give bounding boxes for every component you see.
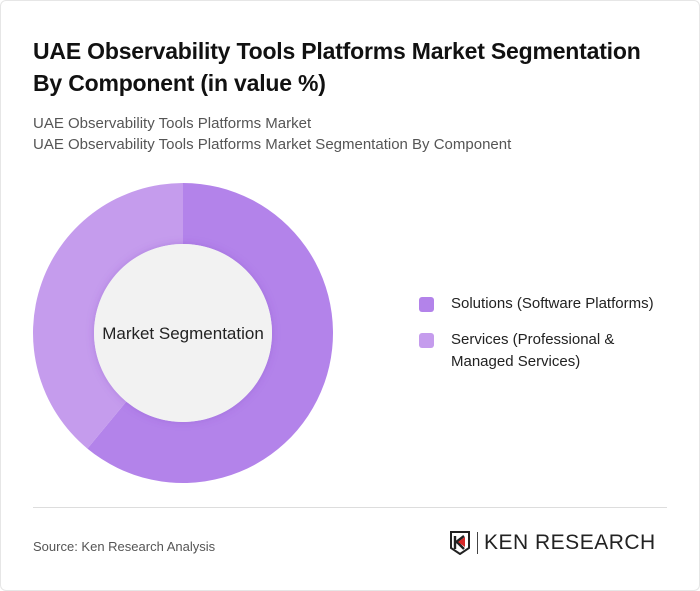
subtitle-line-1: UAE Observability Tools Platforms Market xyxy=(33,115,312,132)
legend-swatch xyxy=(419,333,434,348)
donut-chart: Market Segmentation xyxy=(33,183,333,483)
donut-slice-solutions[interactable] xyxy=(87,183,333,483)
ken-research-logo: KEN RESEARCH xyxy=(449,531,656,555)
legend-item-solutions[interactable]: Solutions (Software Platforms) xyxy=(419,293,679,315)
chart-title: UAE Observability Tools Platforms Market… xyxy=(33,38,641,96)
logo-text: KEN RESEARCH xyxy=(484,531,656,554)
center-label: Market Segmentation xyxy=(102,324,264,343)
legend-label: Services (Professional & Managed Service… xyxy=(451,331,615,370)
donut-hole xyxy=(94,244,272,422)
subtitle-line-2: UAE Observability Tools Platforms Market… xyxy=(33,136,512,153)
donut-slice-services[interactable] xyxy=(33,183,184,449)
logo-shield-icon xyxy=(450,531,470,555)
legend-item-services[interactable]: Services (Professional & Managed Service… xyxy=(419,329,679,373)
divider xyxy=(33,507,667,508)
source-note: Source: Ken Research Analysis xyxy=(33,539,216,554)
legend: Solutions (Software Platforms) Services … xyxy=(419,293,679,387)
logo-separator xyxy=(477,532,478,554)
legend-swatch xyxy=(419,297,434,312)
legend-label: Solutions (Software Platforms) xyxy=(451,295,654,312)
